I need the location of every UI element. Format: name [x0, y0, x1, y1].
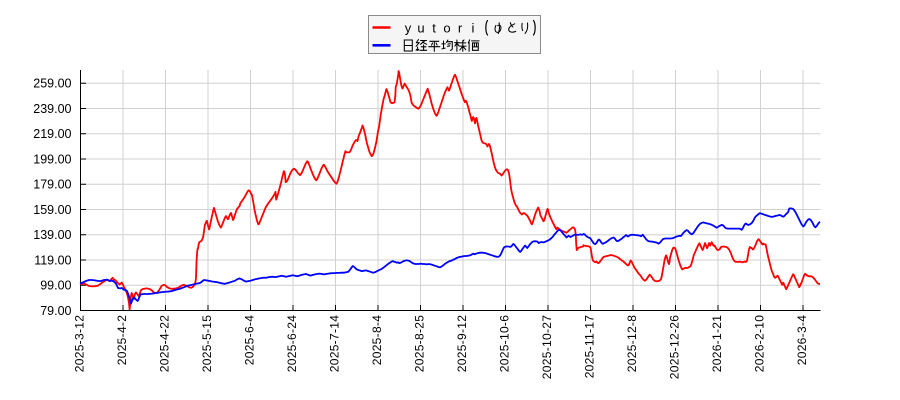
svg-text:2026-3-4: 2026-3-4 — [795, 315, 809, 365]
svg-text:r: r — [458, 21, 463, 36]
svg-text:139.00: 139.00 — [33, 228, 71, 242]
svg-text:2026-1-21: 2026-1-21 — [710, 315, 724, 372]
svg-text:i: i — [472, 21, 475, 36]
svg-text:199.00: 199.00 — [33, 152, 71, 166]
svg-text:2025-12-8: 2025-12-8 — [625, 315, 639, 372]
svg-text:2025-3-12: 2025-3-12 — [73, 315, 87, 372]
svg-text:2025-8-25: 2025-8-25 — [413, 315, 427, 372]
svg-text:79.00: 79.00 — [40, 304, 71, 318]
svg-text:2026-2-10: 2026-2-10 — [753, 315, 767, 372]
svg-text:2025-7-14: 2025-7-14 — [328, 315, 342, 372]
svg-text:o: o — [443, 21, 450, 36]
svg-text:y: y — [405, 21, 412, 36]
svg-text:259.00: 259.00 — [33, 77, 71, 91]
svg-text:2025-10-27: 2025-10-27 — [540, 315, 554, 379]
svg-text:2025-12-26: 2025-12-26 — [668, 315, 682, 379]
svg-text:u: u — [417, 21, 424, 36]
svg-text:99.00: 99.00 — [40, 279, 71, 293]
svg-text:159.00: 159.00 — [33, 203, 71, 217]
svg-text:2025-8-4: 2025-8-4 — [370, 315, 384, 365]
svg-text:179.00: 179.00 — [33, 178, 71, 192]
svg-text:239.00: 239.00 — [33, 102, 71, 116]
svg-text:2025-11-17: 2025-11-17 — [583, 315, 597, 379]
svg-text:2025-10-6: 2025-10-6 — [498, 315, 512, 372]
svg-text:t: t — [432, 21, 436, 36]
svg-text:2025-6-24: 2025-6-24 — [285, 315, 299, 372]
svg-text:2025-4-22: 2025-4-22 — [158, 315, 172, 372]
svg-text:2025-9-12: 2025-9-12 — [455, 315, 469, 372]
svg-text:119.00: 119.00 — [34, 253, 71, 267]
svg-text:219.00: 219.00 — [33, 127, 71, 141]
svg-text:2025-6-4: 2025-6-4 — [243, 315, 257, 365]
svg-text:2025-4-2: 2025-4-2 — [115, 315, 129, 365]
svg-text:2025-5-15: 2025-5-15 — [200, 315, 214, 372]
